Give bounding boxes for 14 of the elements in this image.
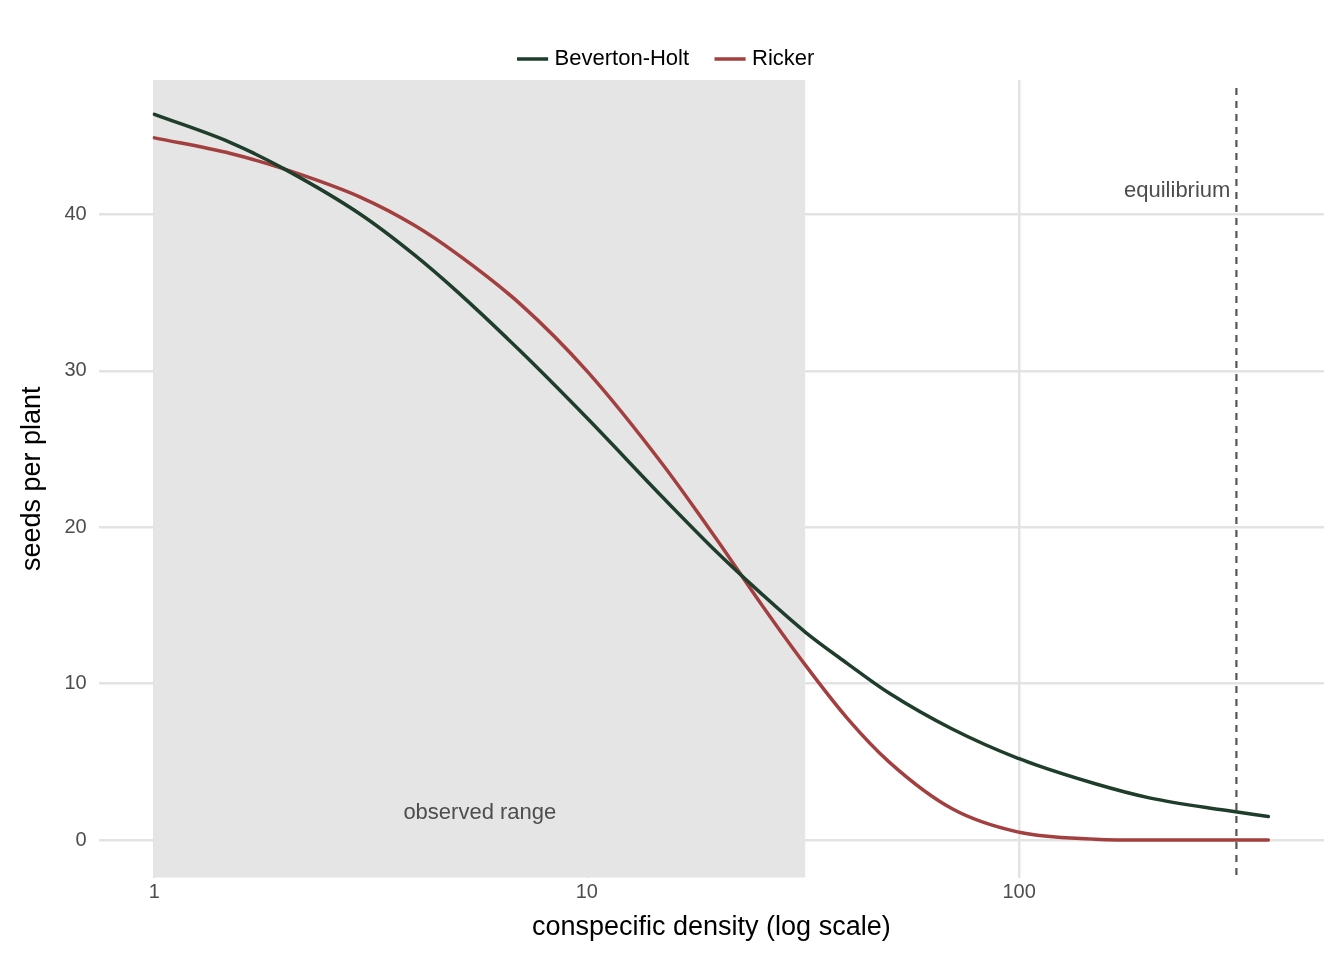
band-label: observed range xyxy=(403,799,557,825)
legend-label: Ricker xyxy=(752,45,815,71)
y-tick-label: 0 xyxy=(75,827,87,850)
x-axis-title: conspecific density (log scale) xyxy=(531,911,891,942)
x-tick-label: 100 xyxy=(1002,880,1036,903)
y-tick-label: 20 xyxy=(64,514,87,537)
ref-line-label: equilibrium xyxy=(1124,177,1231,203)
y-tick-label: 40 xyxy=(64,202,87,225)
y-tick-label: 30 xyxy=(64,358,87,381)
x-tick-label: 1 xyxy=(148,880,160,903)
y-tick-label: 10 xyxy=(64,671,87,694)
y-axis-title: seeds per plant xyxy=(15,385,46,572)
legend-label: Beverton-Holt xyxy=(554,45,690,71)
x-tick-label: 10 xyxy=(575,880,598,903)
